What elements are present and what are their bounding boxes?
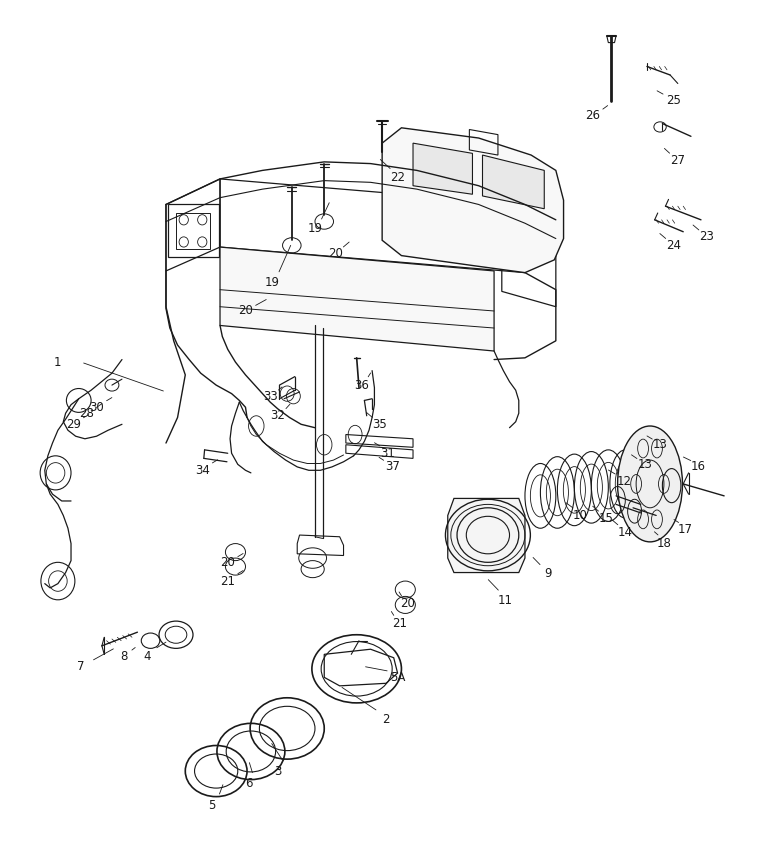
Text: 13: 13 (637, 458, 652, 471)
Text: 21: 21 (392, 617, 408, 630)
Text: 14: 14 (618, 526, 633, 539)
Text: 5A: 5A (390, 671, 405, 684)
Text: 23: 23 (699, 230, 714, 244)
Text: 20: 20 (238, 304, 253, 318)
Polygon shape (413, 143, 472, 194)
Text: 21: 21 (220, 574, 235, 588)
Polygon shape (220, 247, 494, 351)
Text: 19: 19 (307, 222, 323, 235)
Text: 9: 9 (544, 567, 552, 580)
Text: 15: 15 (598, 511, 614, 525)
Text: 16: 16 (691, 460, 706, 474)
Text: 22: 22 (390, 170, 405, 184)
Text: 19: 19 (264, 276, 279, 290)
Text: 5: 5 (208, 798, 216, 812)
Text: 35: 35 (372, 417, 388, 431)
Text: 27: 27 (670, 153, 686, 167)
Text: 1: 1 (54, 355, 62, 369)
Text: 37: 37 (384, 460, 400, 474)
Text: 29: 29 (66, 417, 81, 431)
Text: 36: 36 (354, 378, 369, 392)
Polygon shape (482, 155, 544, 209)
Text: 12: 12 (616, 475, 631, 488)
Text: 2: 2 (382, 713, 390, 727)
Text: 10: 10 (573, 509, 588, 522)
Text: 13: 13 (652, 438, 668, 452)
Text: 6: 6 (245, 777, 252, 791)
Text: 18: 18 (656, 537, 672, 550)
Text: 20: 20 (328, 247, 344, 261)
Text: 4: 4 (143, 649, 151, 663)
Text: 24: 24 (665, 239, 681, 252)
Text: 31: 31 (380, 446, 395, 460)
Text: 34: 34 (195, 463, 210, 477)
Polygon shape (382, 128, 564, 273)
Text: 20: 20 (220, 556, 235, 569)
Polygon shape (448, 498, 525, 573)
Ellipse shape (618, 426, 682, 542)
Text: 30: 30 (89, 400, 104, 414)
Text: 17: 17 (678, 523, 693, 537)
Text: 26: 26 (585, 108, 601, 122)
Text: 8: 8 (120, 649, 127, 663)
Text: 3: 3 (274, 764, 282, 778)
Text: 11: 11 (498, 594, 513, 607)
Text: 7: 7 (77, 659, 85, 673)
Text: 28: 28 (79, 406, 94, 420)
Text: 33: 33 (262, 389, 278, 403)
Text: 25: 25 (665, 94, 681, 107)
Text: 32: 32 (270, 409, 286, 423)
Text: 20: 20 (400, 596, 415, 610)
